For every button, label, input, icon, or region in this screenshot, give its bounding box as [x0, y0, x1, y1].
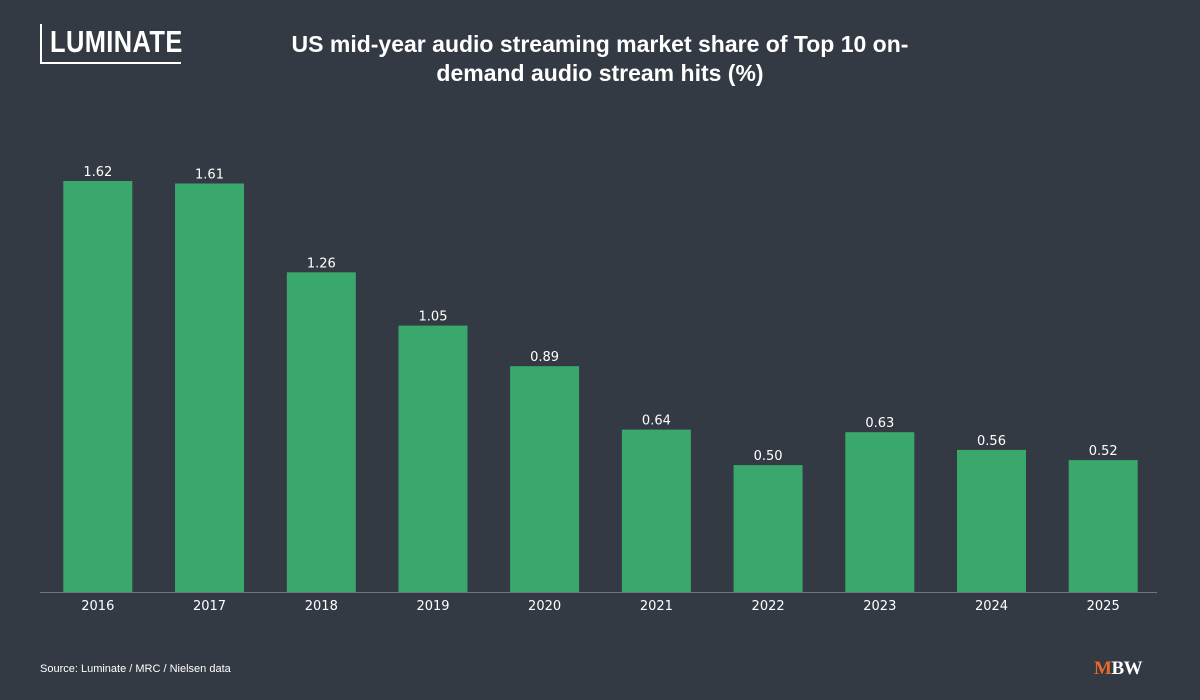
luminate-logo-text: LUMINATE — [50, 24, 183, 59]
value-label-2022: 0.50 — [754, 449, 783, 464]
value-label-2018: 1.26 — [307, 256, 336, 271]
mbw-logo-m: M — [1094, 658, 1112, 679]
bar-2022 — [733, 465, 803, 592]
value-label-2024: 0.56 — [977, 434, 1006, 449]
x-tick-label-2023: 2023 — [863, 599, 896, 614]
value-label-2021: 0.64 — [642, 414, 671, 429]
bar-2023 — [845, 432, 915, 592]
value-label-2019: 1.05 — [419, 310, 448, 325]
value-label-2016: 1.62 — [83, 165, 112, 180]
bar-2025 — [1068, 460, 1138, 592]
x-tick-label-2019: 2019 — [416, 599, 449, 614]
mbw-logo-bw: BW — [1111, 658, 1143, 679]
bar-2019 — [398, 325, 468, 592]
luminate-logo: LUMINATE — [40, 24, 183, 64]
value-label-2023: 0.63 — [865, 416, 894, 431]
bar-2017 — [175, 183, 244, 592]
bar-2018 — [286, 272, 356, 592]
source-note: Source: Luminate / MRC / Nielsen data — [40, 663, 231, 675]
x-tick-label-2025: 2025 — [1087, 599, 1120, 614]
bar-2024 — [957, 449, 1026, 592]
value-label-2020: 0.89 — [530, 350, 559, 365]
x-tick-label-2022: 2022 — [752, 599, 785, 614]
bar-2016 — [63, 181, 133, 592]
bar-2020 — [510, 366, 580, 592]
chart-title: US mid-year audio streaming market share… — [291, 31, 909, 86]
value-label-2025: 0.52 — [1089, 444, 1118, 459]
x-tick-label-2020: 2020 — [528, 599, 561, 614]
value-label-2017: 1.61 — [195, 168, 224, 183]
x-tick-label-2018: 2018 — [305, 599, 338, 614]
bar-2021 — [621, 429, 691, 592]
x-tick-label-2017: 2017 — [193, 599, 226, 614]
x-tick-label-2016: 2016 — [81, 599, 114, 614]
mbw-logo: MBW — [1094, 658, 1143, 680]
x-tick-label-2024: 2024 — [975, 599, 1008, 614]
x-tick-label-2021: 2021 — [640, 599, 673, 614]
